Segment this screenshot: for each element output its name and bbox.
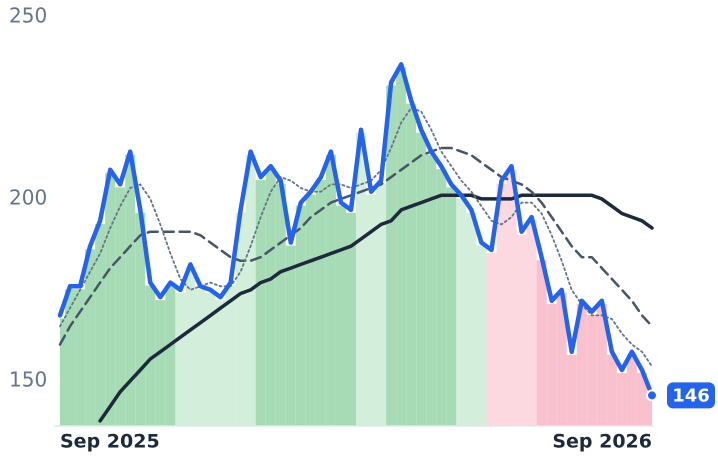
area-bar (506, 169, 517, 427)
x-tick-label: Sep 2026 (552, 431, 652, 453)
last-value-badge (667, 382, 715, 409)
area-bar (636, 372, 647, 426)
area-bar (205, 292, 216, 426)
series-line (98, 193, 654, 423)
area-bar (436, 169, 447, 427)
series-line (57, 62, 655, 398)
area-bar (386, 85, 397, 426)
area-bar (235, 212, 246, 426)
area-bar (576, 303, 587, 426)
last-point (646, 389, 658, 402)
area-bar (526, 220, 537, 426)
area-bar (215, 300, 226, 426)
area-bar (275, 183, 286, 426)
area-bar (586, 314, 597, 426)
area-bar (105, 172, 116, 426)
area-bar (345, 212, 356, 426)
area-bar (135, 212, 146, 426)
area-bar (145, 285, 156, 426)
y-tick-label: 200 (9, 185, 47, 209)
area-bar (416, 132, 427, 426)
area-bar (476, 245, 487, 426)
area-bar (446, 187, 457, 426)
area-bar (406, 103, 417, 426)
area-bar (175, 292, 186, 426)
area-bar (396, 67, 407, 427)
area-bar (305, 194, 316, 426)
area-bar (486, 252, 497, 426)
series-line (58, 146, 654, 346)
area-bar (115, 187, 126, 426)
area-bar (616, 372, 627, 426)
area-bar (466, 212, 477, 426)
area-bar (165, 285, 176, 426)
area-bar (626, 354, 637, 426)
area-bar (596, 303, 607, 426)
y-tick-label: 250 (9, 4, 47, 28)
area-bar (195, 289, 206, 426)
area-bar (60, 318, 66, 426)
area-bar (95, 223, 106, 426)
area-bar (536, 260, 547, 426)
y-tick-label: 150 (9, 367, 47, 391)
area-bar (225, 285, 236, 426)
area-bar (255, 180, 266, 426)
area-bar (125, 154, 136, 426)
area-bar (366, 194, 377, 426)
area-bar (606, 354, 617, 426)
area-bar (456, 198, 467, 426)
area-bar (65, 289, 76, 426)
last-value-label: 146 (672, 385, 710, 406)
area-bar (376, 183, 387, 426)
area-bar (285, 245, 296, 426)
area-bar (85, 249, 96, 426)
area-bar (295, 205, 306, 426)
area-bar (546, 303, 557, 426)
area-bar (566, 354, 577, 426)
area-bar (265, 169, 276, 427)
area-bar (356, 132, 367, 426)
area-bar (325, 154, 336, 426)
area-bar (426, 154, 437, 426)
area-bar (556, 292, 567, 426)
area-bar (646, 398, 652, 426)
area-bar (335, 205, 346, 426)
area-bar (496, 183, 507, 426)
area-bar (155, 300, 166, 426)
area-bar (75, 289, 86, 426)
area-bar (315, 180, 326, 426)
x-tick-label: Sep 2025 (60, 431, 160, 453)
area-bar (516, 234, 527, 426)
area-bar (185, 267, 196, 426)
